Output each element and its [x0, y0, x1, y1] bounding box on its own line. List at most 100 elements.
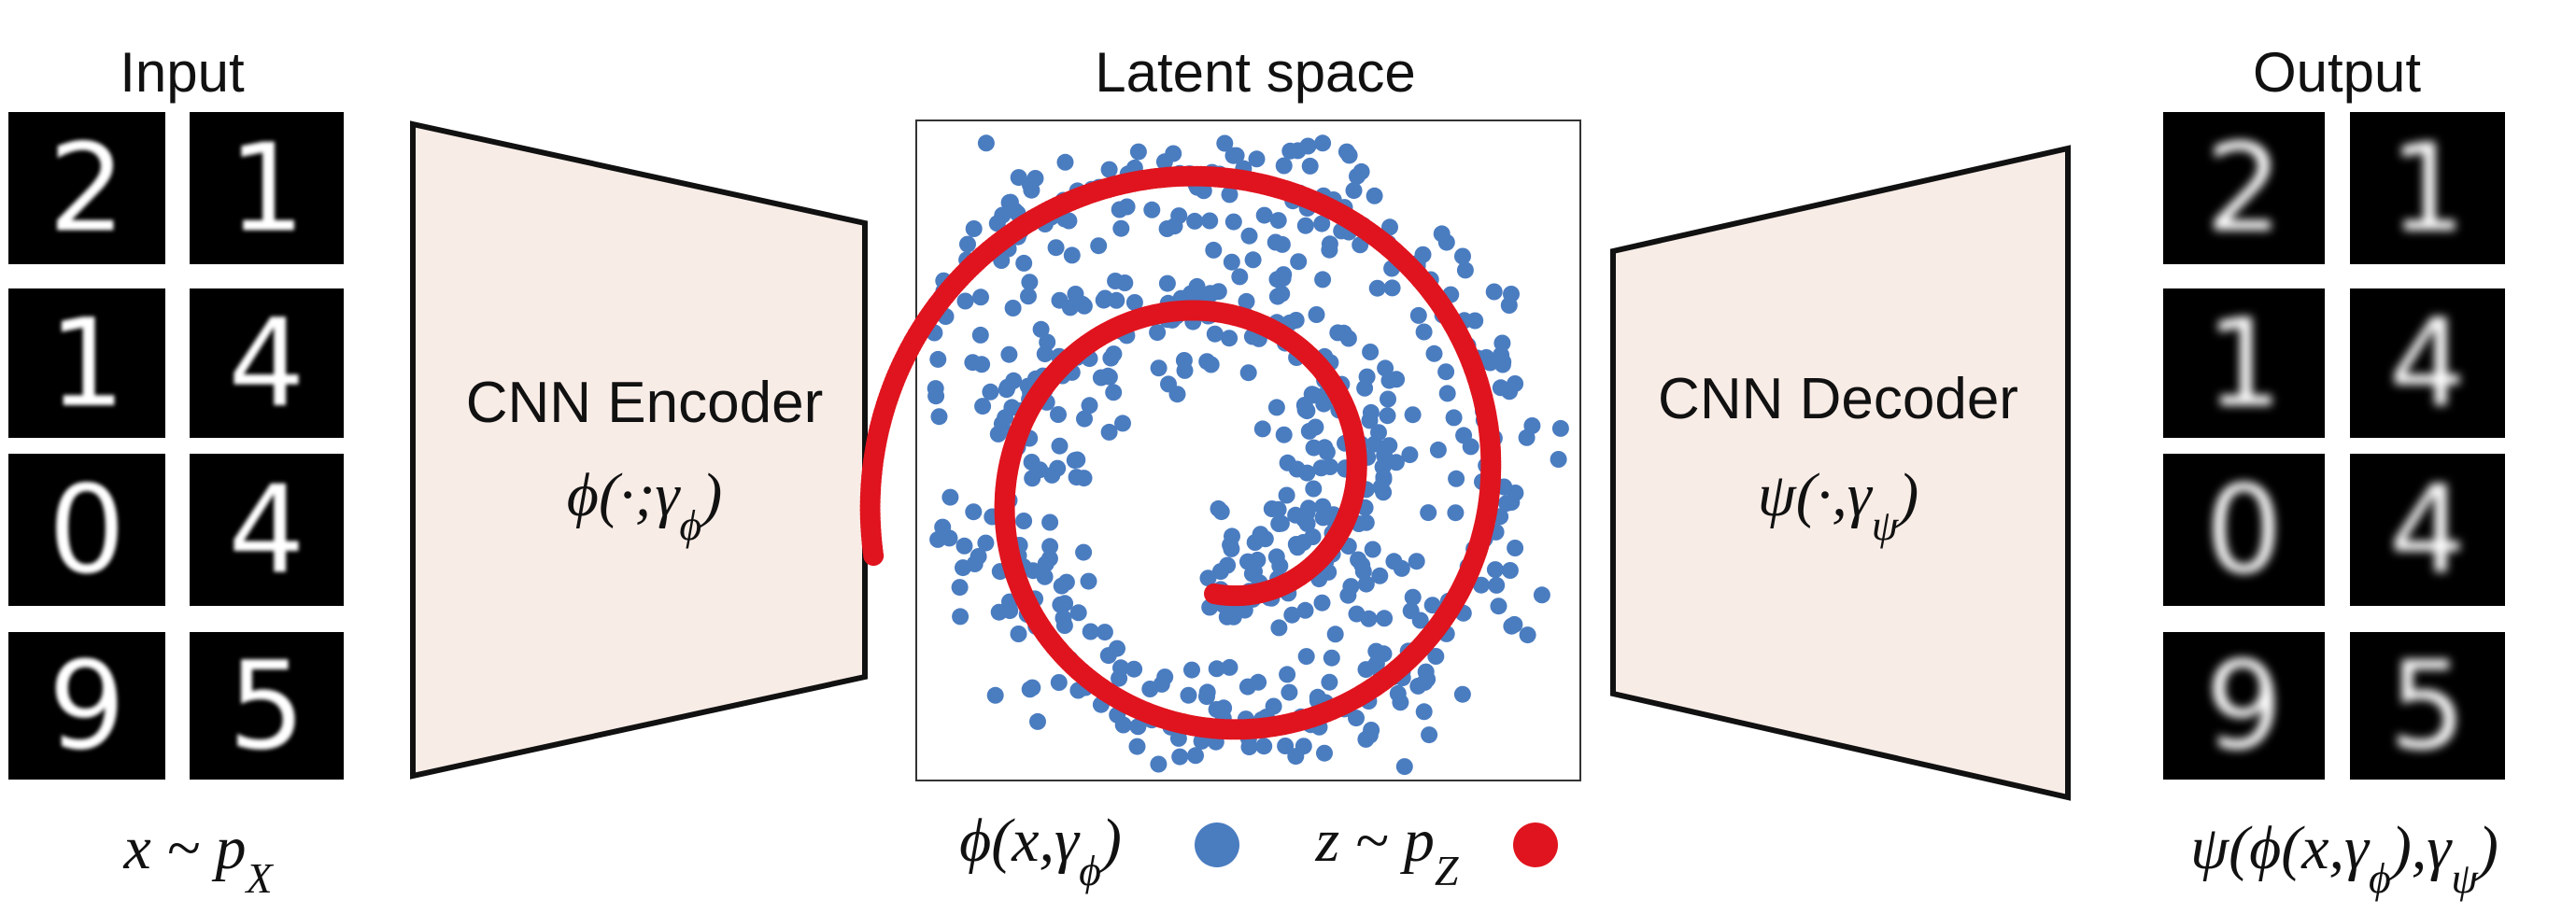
latent-point: [951, 579, 969, 597]
latent-point: [1031, 461, 1049, 479]
latent-point: [1296, 217, 1314, 234]
latent-point: [1224, 213, 1242, 231]
latent-point: [1129, 718, 1147, 736]
latent-point: [1379, 407, 1396, 425]
latent-point: [1116, 274, 1134, 291]
digit: 0: [2205, 459, 2283, 601]
latent-point: [1281, 142, 1299, 160]
latent-point: [1022, 176, 1039, 193]
digit-tile: [2350, 454, 2505, 606]
latent-point: [1256, 530, 1274, 548]
latent-point: [1357, 575, 1375, 593]
latent-point: [1316, 744, 1333, 762]
latent-point: [1429, 441, 1447, 458]
latent-point: [1277, 738, 1295, 754]
latent-point: [1099, 647, 1117, 665]
latent-point: [1376, 610, 1394, 627]
latent-point: [1141, 681, 1159, 697]
latent-point: [1318, 443, 1336, 461]
latent-point: [1503, 286, 1520, 302]
formula-part: ),γ: [2387, 814, 2453, 882]
subscript: Z: [1435, 847, 1459, 894]
latent-point: [941, 529, 958, 547]
subscript: ψ: [2451, 854, 2479, 902]
encoder-formula: ϕ(·;γϕ): [567, 461, 722, 549]
output-formula: ψ(ϕ(x,γϕ),γψ): [2190, 814, 2498, 902]
digit: 5: [2389, 635, 2467, 777]
latent-point: [1221, 330, 1238, 347]
latent-point: [966, 555, 984, 572]
digit-tile: [8, 632, 165, 780]
latent-point: [1421, 726, 1438, 744]
latent-point: [1345, 182, 1363, 200]
digit-tile: [190, 632, 344, 780]
formula-part: ): [2474, 814, 2498, 882]
latent-point: [1313, 215, 1331, 232]
digit-tile: [190, 112, 344, 264]
latent-point: [1447, 504, 1465, 522]
latent-point: [1387, 454, 1405, 471]
latent-point: [1100, 161, 1118, 178]
latent-point: [1425, 345, 1443, 362]
latent-point: [1255, 738, 1273, 755]
input-formula: x ~ pX: [122, 814, 274, 902]
latent-point: [1404, 406, 1422, 424]
latent-point: [1032, 320, 1050, 338]
latent-point: [1427, 648, 1445, 665]
latent-point: [1362, 344, 1380, 360]
encoder-shape: [410, 120, 868, 780]
latent-point: [1409, 306, 1427, 324]
latent-point: [1385, 553, 1403, 570]
digit: 0: [49, 459, 126, 601]
latent-point: [1380, 437, 1398, 455]
latent-point: [1105, 384, 1123, 401]
latent-point: [1462, 438, 1479, 456]
latent-point: [1305, 480, 1323, 498]
subscript: X: [244, 854, 274, 902]
digit: 1: [228, 118, 305, 260]
latent-point: [1279, 454, 1296, 471]
latent-point: [1202, 356, 1220, 373]
latent-point: [1250, 673, 1267, 691]
latent-point: [1295, 534, 1312, 551]
latent-point: [1129, 143, 1147, 161]
latent-point: [1295, 738, 1312, 755]
latent-point: [1240, 227, 1258, 245]
latent-point: [973, 356, 991, 373]
latent-point: [1021, 274, 1039, 291]
subscript: ϕ: [679, 501, 701, 549]
latent-point: [1253, 420, 1271, 438]
latent-point: [1404, 588, 1422, 606]
latent-point: [1377, 359, 1394, 377]
latent-point: [1265, 697, 1282, 715]
digit: 4: [2389, 459, 2467, 601]
digit: 4: [2389, 292, 2467, 434]
formula-part: ϕ(x,γ: [959, 807, 1081, 875]
latent-point: [1408, 553, 1425, 570]
latent-point: [1075, 470, 1093, 487]
latent-point: [955, 537, 973, 555]
digit-tile: [2350, 112, 2505, 264]
latent-point: [1050, 406, 1067, 423]
latent-point: [1290, 253, 1308, 271]
latent-point: [1456, 261, 1474, 279]
latent-point: [1380, 390, 1396, 408]
latent-point: [1368, 279, 1386, 297]
latent-point: [1021, 681, 1039, 698]
latent-point: [1150, 359, 1168, 377]
latent-point: [1348, 605, 1366, 623]
latent-point: [1010, 626, 1027, 642]
latent-point: [1111, 669, 1128, 687]
digit-tile: [8, 112, 165, 264]
digit-tile: [2350, 288, 2505, 438]
latent-point: [1354, 563, 1372, 580]
latent-point: [1323, 649, 1340, 667]
latent-point: [1415, 703, 1433, 721]
latent-point: [1041, 538, 1059, 555]
digit-tile: [8, 288, 165, 438]
latent-point: [1050, 674, 1068, 691]
formula-part: ): [1097, 807, 1122, 875]
digit: 2: [49, 118, 126, 260]
latent-point: [1356, 379, 1374, 397]
latent-point: [1367, 642, 1385, 660]
